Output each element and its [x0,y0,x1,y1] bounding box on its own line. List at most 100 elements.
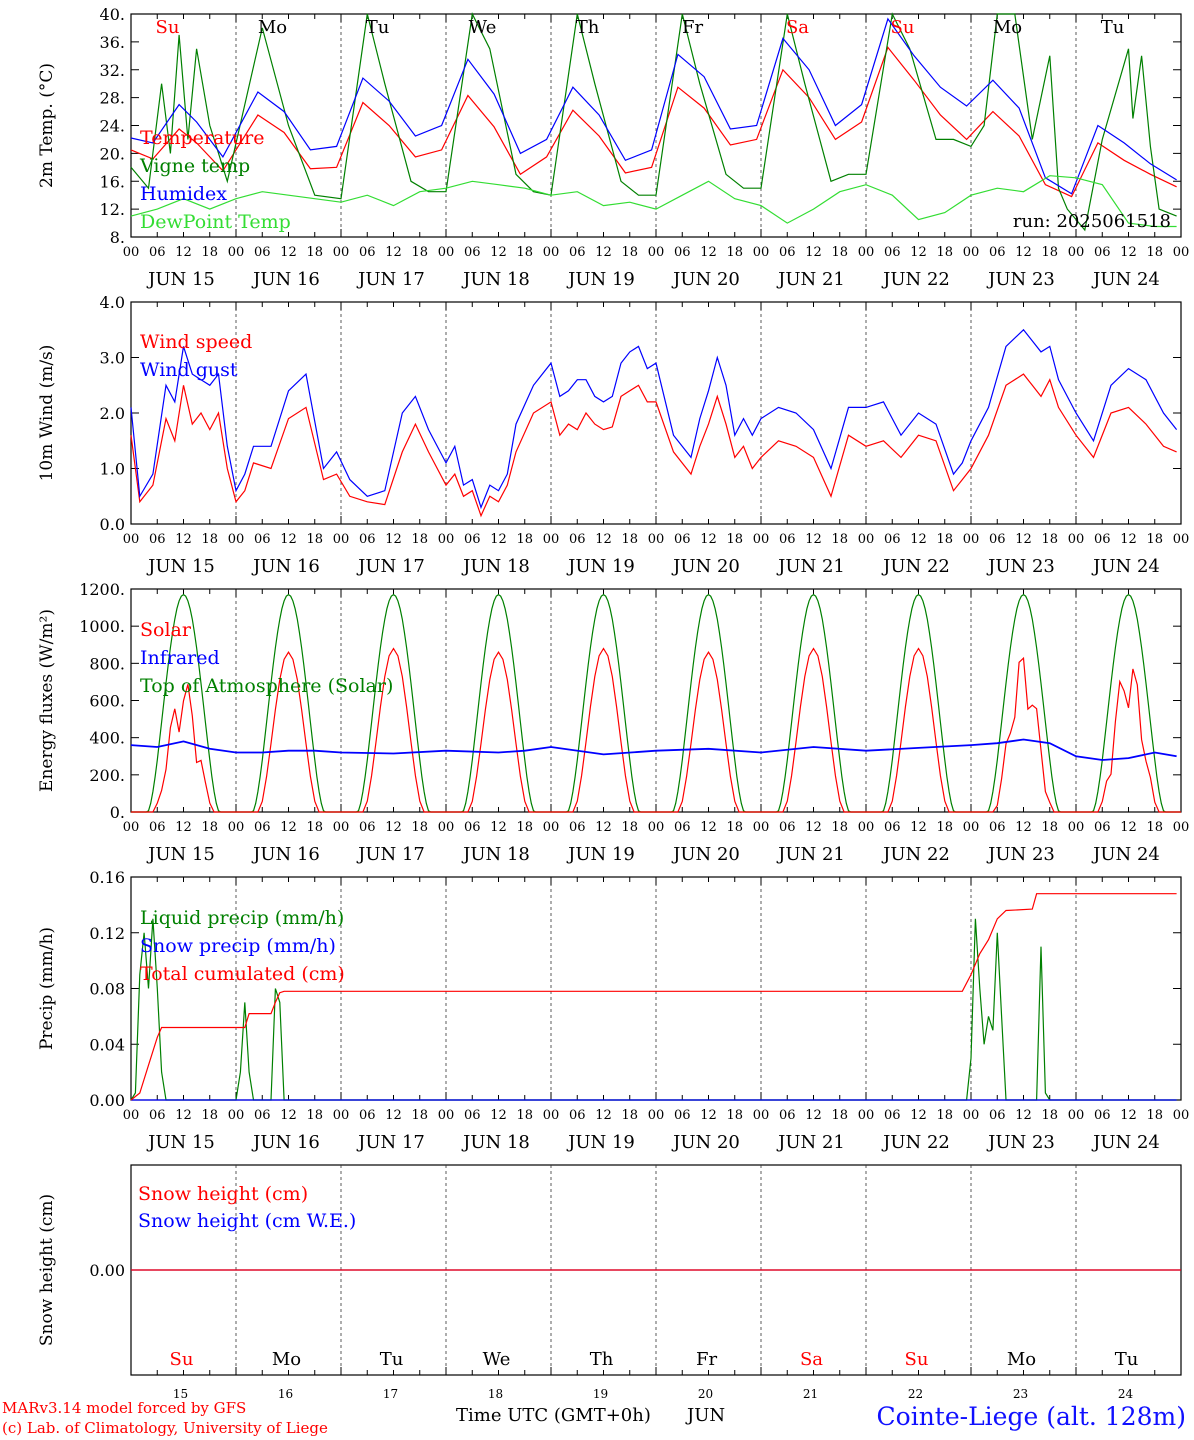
hour-tick-label: 06 [569,245,586,260]
weekday-label: Fr [682,17,703,38]
legend-liquid-precip-mm-h: Liquid precip (mm/h) [140,907,344,929]
series-vigne-temp [130,12,1177,232]
y-tick-label: 28. [100,89,125,108]
y-tick-label: 20. [100,144,125,163]
hour-tick-label: 18 [1146,820,1163,835]
hour-tick-label: 06 [149,245,166,260]
hour-tick-label: 00 [438,245,455,260]
hour-tick-label: 06 [989,245,1006,260]
hour-tick-label: 06 [464,1108,481,1123]
date-label: JUN 20 [671,844,740,865]
date-label: JUN 18 [461,556,530,577]
hour-tick-label: 12 [595,532,612,547]
hour-tick-label: 18 [1146,1108,1163,1123]
weekday-label: Tu [366,17,390,38]
hour-tick-label: 18 [936,532,953,547]
hour-tick-label: 18 [306,1108,323,1123]
day-number-label: 15 [173,1387,188,1401]
hour-tick-label: 12 [595,245,612,260]
y-tick-label: 32. [100,61,125,80]
hour-tick-label: 00 [543,532,560,547]
weekday-label: Su [905,1349,929,1370]
y-tick-label: 3.0 [100,349,125,368]
hour-tick-label: 00 [753,245,770,260]
hour-tick-label: 18 [621,820,638,835]
date-label: JUN 23 [986,269,1055,290]
hour-tick-label: 06 [569,532,586,547]
date-label: JUN 19 [566,1132,635,1153]
hour-tick-label: 12 [1120,1108,1137,1123]
date-label: JUN 15 [146,269,215,290]
hour-tick-label: 18 [1041,1108,1058,1123]
weekday-label: Mo [1007,1349,1036,1370]
hour-tick-label: 00 [963,1108,980,1123]
hour-tick-label: 18 [936,1108,953,1123]
legend-wind-speed: Wind speed [140,331,252,353]
legend-vigne-temp: Vigne temp [139,155,250,177]
hour-tick-label: 06 [1094,245,1111,260]
hour-tick-label: 12 [805,820,822,835]
hour-tick-label: 06 [359,1108,376,1123]
hour-tick-label: 06 [674,1108,691,1123]
day-number-label: 18 [488,1387,503,1401]
date-label: JUN 19 [566,844,635,865]
hour-tick-label: 06 [254,820,271,835]
hour-tick-label: 00 [228,245,245,260]
hour-tick-label: 12 [175,820,192,835]
hour-tick-label: 00 [543,1108,560,1123]
y-axis-label: Energy fluxes (W/m²) [37,609,57,792]
hour-tick-label: 18 [831,820,848,835]
hour-tick-label: 00 [333,820,350,835]
hour-tick-label: 12 [700,1108,717,1123]
y-tick-label: 16. [100,172,125,191]
legend-snow-height-cm-w-e: Snow height (cm W.E.) [138,1210,356,1232]
series-humidex [130,17,1177,195]
hour-tick-label: 06 [779,245,796,260]
model-credit: MARv3.14 model forced by GFS [2,1399,247,1417]
weekday-label: Tu [1101,17,1125,38]
hour-tick-label: 00 [1068,245,1085,260]
hour-tick-label: 12 [1015,820,1032,835]
date-label: JUN 17 [356,269,425,290]
date-label: JUN 24 [1091,269,1160,290]
weekday-label: Su [170,1349,194,1370]
hour-tick-label: 06 [884,820,901,835]
hour-tick-label: 18 [936,820,953,835]
hour-tick-label: 00 [123,1108,140,1123]
date-label: JUN 20 [671,269,740,290]
hour-tick-label: 06 [674,532,691,547]
date-label: JUN 17 [356,1132,425,1153]
hour-tick-label: 12 [175,245,192,260]
hour-tick-label: 00 [543,245,560,260]
date-label: JUN 16 [251,556,320,577]
hour-tick-label: 06 [569,820,586,835]
hour-tick-label: 00 [1173,820,1190,835]
hour-tick-label: 18 [306,245,323,260]
hour-tick-label: 06 [359,820,376,835]
hour-tick-label: 12 [385,245,402,260]
date-label: JUN 20 [671,1132,740,1153]
hour-tick-label: 18 [1041,820,1058,835]
date-label: JUN 18 [461,844,530,865]
y-tick-label: 4.0 [100,293,125,312]
hour-tick-label: 00 [228,820,245,835]
hour-tick-label: 18 [201,245,218,260]
hour-tick-label: 18 [1146,532,1163,547]
weekday-label: We [483,1349,511,1370]
hour-tick-label: 18 [1146,245,1163,260]
day-number-label: 19 [593,1387,608,1401]
hour-tick-label: 12 [910,532,927,547]
hour-tick-label: 06 [989,1108,1006,1123]
date-label: JUN 21 [776,556,845,577]
hour-tick-label: 00 [1068,820,1085,835]
legend-wind-gust: Wind gust [140,359,238,381]
hour-tick-label: 12 [1015,1108,1032,1123]
hour-tick-label: 18 [936,245,953,260]
date-label: JUN 24 [1091,844,1160,865]
hour-tick-label: 12 [280,820,297,835]
hour-tick-label: 12 [910,245,927,260]
hour-tick-label: 12 [490,820,507,835]
series-wind-speed [130,373,1177,518]
day-number-label: 20 [698,1387,713,1401]
hour-tick-label: 18 [306,820,323,835]
